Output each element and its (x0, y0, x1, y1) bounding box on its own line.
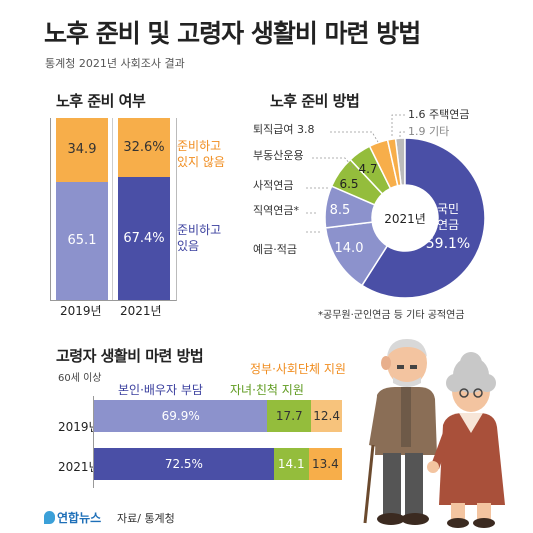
prep-bar-chart: 65.1 34.9 67.4% 32.6% (50, 118, 177, 301)
pie-slice-0 (360, 137, 486, 299)
label-national-value: 59.1% (426, 236, 470, 252)
prep-heading: 노후 준비 여부 (56, 92, 146, 110)
living-bar-0-2: 12.4 (311, 400, 342, 432)
label-realestate: 부동산운용 (253, 149, 304, 162)
label-retire: 퇴직급여 3.8 (253, 123, 314, 136)
leader-retire (330, 131, 379, 143)
leader-other (399, 131, 405, 138)
living-bar-chart: 69.9% 17.7 12.4 72.5% 14.1 13.4 (93, 396, 342, 488)
legend-self: 본인·배우자 부담 (118, 383, 203, 397)
page-title: 노후 준비 및 고령자 생활비 마련 방법 (44, 19, 421, 48)
living-bar-0-0: 69.9% (94, 400, 268, 432)
prep-label-yes: 준비하고 있음 (177, 223, 222, 253)
label-national-name2: 연금 (437, 218, 459, 232)
page-subtitle: 통계청 2021년 사회조사 결과 (45, 57, 185, 70)
leader-realestate (312, 157, 356, 171)
method-footnote: *공무원·군인연금 등 기타 공적연금 (318, 310, 465, 321)
label-jikyeok: 직역연금* (253, 204, 299, 217)
label-realestate-value: 4.7 (358, 162, 377, 176)
yonhap-logo: 연합뉴스 (44, 509, 101, 526)
living-bar-1-0: 72.5% (94, 448, 274, 480)
living-year-2019: 2019년 (58, 420, 100, 434)
living-bar-1-2: 13.4 (308, 448, 342, 480)
bar-not-prepared-0: 34.9 (56, 118, 108, 182)
leader-housing (391, 114, 405, 138)
living-bar-0-1: 17.7 (267, 400, 312, 432)
bar-prepared-0: 65.1 (56, 181, 108, 300)
prep-label-not: 준비하고 있지 않음 (177, 139, 225, 169)
label-housing: 1.6 주택연금 (408, 108, 469, 121)
label-other: 1.9 기타 (408, 125, 449, 138)
elderly-couple-illustration (363, 339, 505, 528)
source-text: 자료/ 통계청 (117, 512, 175, 525)
legend-children: 자녀·친척 지원 (230, 383, 304, 397)
pie-center-label: 2021년 (384, 212, 426, 226)
living-note: 60세 이상 (58, 373, 102, 384)
pie-slice-6 (386, 137, 402, 187)
label-private-value: 6.5 (339, 177, 358, 191)
living-bar-1-1: 14.1 (273, 448, 309, 480)
label-deposit: 예금·적금 (253, 243, 297, 256)
label-deposit-value: 14.0 (335, 241, 364, 256)
living-year-2021: 2021년 (58, 460, 100, 474)
label-jikyeok-value: 8.5 (330, 203, 351, 218)
prep-year-2019: 2019년 (60, 304, 102, 318)
logo-mark-icon (44, 511, 55, 524)
legend-gov: 정부·사회단체 지원 (250, 362, 346, 376)
label-private: 사적연금 (253, 179, 293, 192)
living-heading: 고령자 생활비 마련 방법 (56, 347, 204, 365)
method-heading: 노후 준비 방법 (270, 92, 360, 110)
label-national-name: 국민 (437, 202, 459, 216)
bar-not-prepared-1: 32.6% (118, 118, 170, 178)
bar-prepared-1: 67.4% (118, 177, 170, 300)
prep-year-2021: 2021년 (120, 304, 162, 318)
